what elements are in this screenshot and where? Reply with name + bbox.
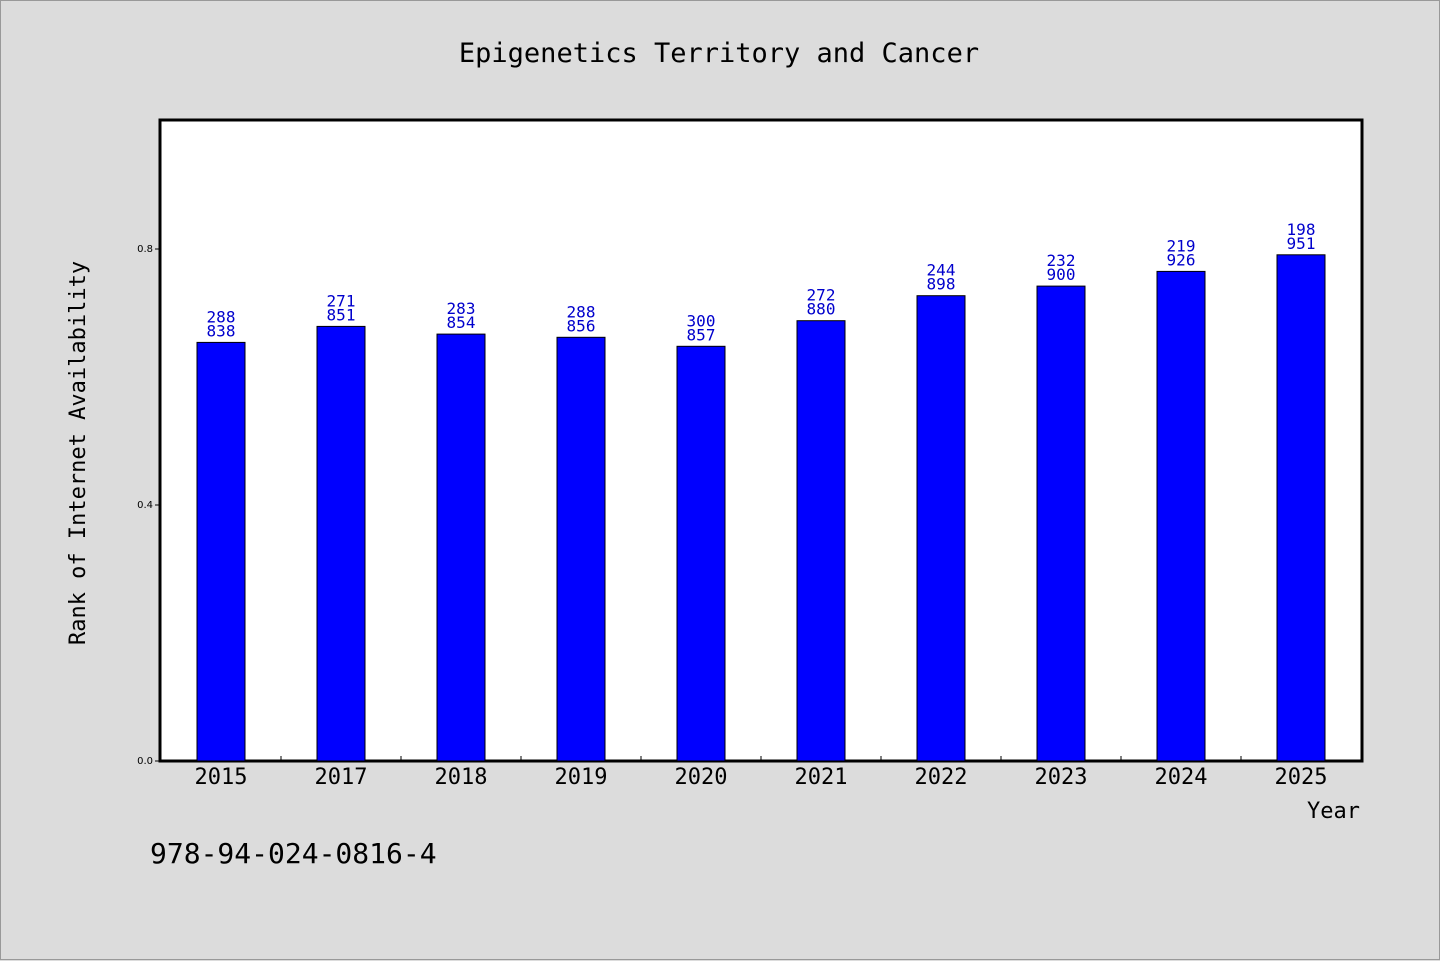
data-label-top: 288 [567,302,596,321]
y-tick-label: 0.4 [137,500,153,511]
chart-title: Epigenetics Territory and Cancer [459,38,979,69]
bar-2017 [316,325,366,762]
data-label-top: 272 [807,286,836,305]
x-tick-label: 2017 [315,765,368,790]
data-label-top: 244 [927,261,956,280]
data-label-top: 219 [1167,236,1196,255]
x-tick-label: 2024 [1155,765,1208,790]
bar-2025 [1276,254,1326,762]
data-label-bottom: 898 [927,275,956,294]
data-label-bottom: 857 [687,325,716,344]
bar-2022 [916,295,966,762]
data-label-top: 288 [207,307,236,326]
isbn-text: 978-94-024-0816-4 [150,837,437,870]
data-label-top: 198 [1287,220,1316,239]
x-tick-label: 2020 [675,765,728,790]
data-label-bottom: 951 [1287,234,1316,253]
bar-2015 [196,341,246,762]
bar-2018 [436,333,486,762]
bar-2020 [676,345,726,762]
data-label-bottom: 838 [207,321,236,340]
x-axis-ticks: 2015 2017 2018 2019 2020 2021 2022 2023 2024 2025 [195,756,1328,790]
x-tick-label: 2021 [795,765,848,790]
data-label-bottom: 856 [567,316,596,335]
bar-2024 [1156,270,1206,762]
x-tick-label: 2019 [555,765,608,790]
bar-2019 [556,336,606,762]
data-label-top: 283 [447,299,476,318]
bars-group [196,254,1326,762]
x-tick-label: 2018 [435,765,488,790]
y-tick-label: 0.0 [137,756,153,767]
data-label-bottom: 880 [807,300,836,319]
data-label-bottom: 851 [327,305,356,324]
x-tick-label: 2023 [1035,765,1088,790]
y-axis-ticks: 0.0 0.4 0.8 [137,244,161,767]
data-label-top: 300 [687,311,716,330]
data-label-bottom: 854 [447,313,476,332]
x-tick-label: 2015 [195,765,248,790]
data-label-top: 271 [327,291,356,310]
bar-2023 [1036,285,1086,762]
x-axis-label: Year [1307,799,1360,824]
data-label-bottom: 900 [1047,265,1076,284]
y-axis-label: Rank of Internet Availability [66,261,91,645]
x-tick-label: 2022 [915,765,968,790]
data-label-bottom: 926 [1167,250,1196,269]
data-label-top: 232 [1047,251,1076,270]
bar-2021 [796,320,846,762]
x-tick-label: 2025 [1275,765,1328,790]
y-tick-label: 0.8 [137,244,153,255]
